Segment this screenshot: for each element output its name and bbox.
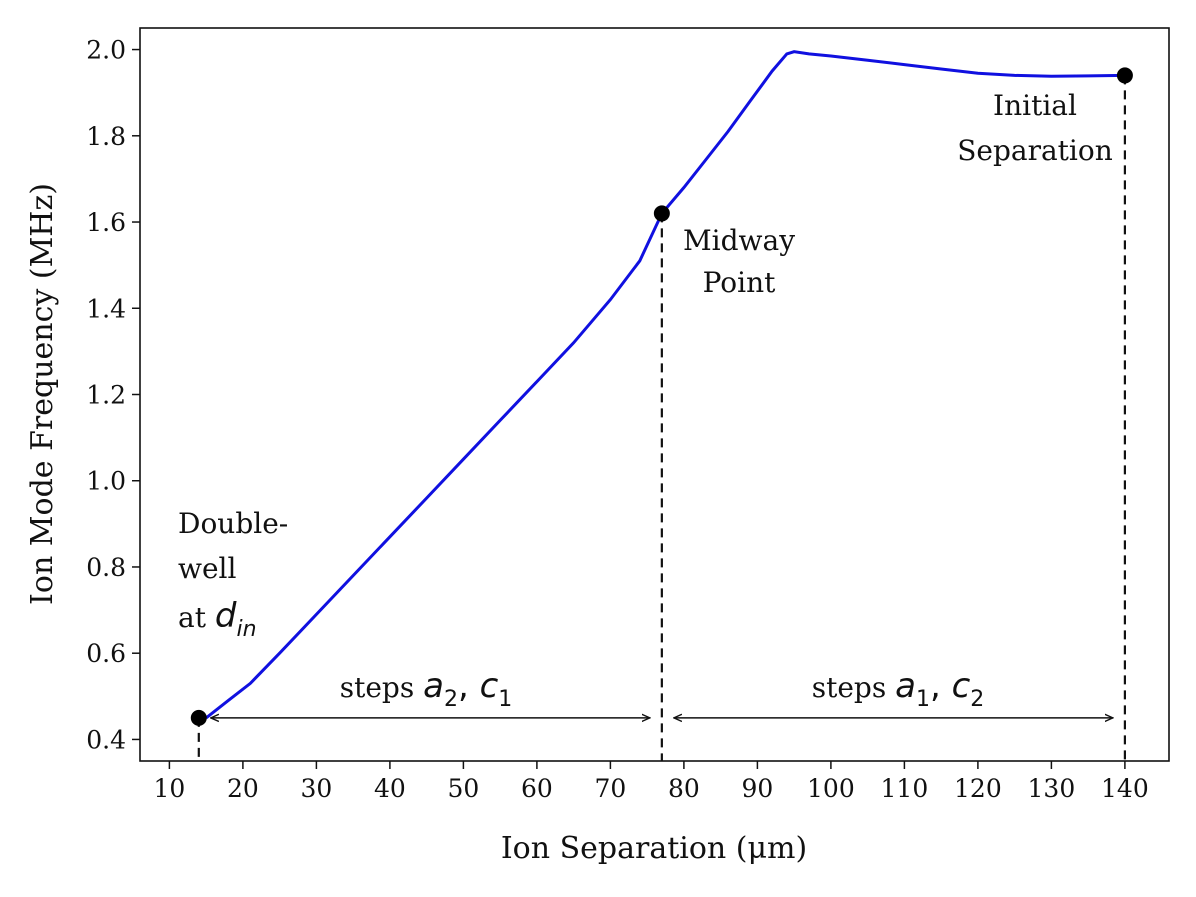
- x-axis: 10 20 30 40 50 60 70 80 90 100 110 120 130 140: [153, 761, 1149, 803]
- x-tick-label: 80: [668, 774, 700, 803]
- x-tick-label: 90: [741, 774, 773, 803]
- x-axis-label: Ion Separation (μm): [501, 831, 807, 866]
- x-tick-label: 100: [807, 774, 855, 803]
- y-axis: 0.4 0.6 0.8 1.0 1.2 1.4 1.6 1.8 2.0: [86, 36, 140, 754]
- x-tick-label: 70: [594, 774, 626, 803]
- x-tick-label: 120: [954, 774, 1002, 803]
- y-tick-label: 2.0: [86, 36, 126, 65]
- y-tick-label: 1.2: [86, 381, 126, 410]
- data-marker: [653, 205, 670, 222]
- annotation-steps-left: steps a2, c1: [340, 666, 513, 712]
- x-tick-label: 130: [1028, 774, 1076, 803]
- x-tick-label: 40: [374, 774, 406, 803]
- x-tick-label: 140: [1101, 774, 1149, 803]
- y-axis-label: Ion Mode Frequency (MHz): [25, 183, 60, 605]
- annotation-initial-line1: Initial: [993, 89, 1077, 122]
- annotation-steps-right: steps a1, c2: [812, 666, 985, 712]
- y-tick-label: 0.4: [86, 725, 126, 754]
- data-markers: [190, 67, 1133, 726]
- annotation-initial-line2: Separation: [957, 134, 1113, 167]
- frequency-curve: [205, 50, 1125, 720]
- x-tick-label: 20: [227, 774, 259, 803]
- x-tick-label: 50: [447, 774, 479, 803]
- annotation-double-well-line1: Double-: [178, 507, 288, 540]
- y-tick-label: 1.4: [86, 294, 126, 323]
- guide-lines: [197, 75, 1127, 761]
- x-tick-label: 10: [153, 774, 185, 803]
- data-marker: [1116, 67, 1133, 84]
- y-tick-label: 0.8: [86, 553, 126, 582]
- x-tick-label: 30: [300, 774, 332, 803]
- x-tick-label: 60: [521, 774, 553, 803]
- annotation-midway-line1: Midway: [683, 224, 795, 257]
- y-tick-label: 1.6: [86, 208, 126, 237]
- y-tick-label: 1.8: [86, 122, 126, 151]
- x-tick-label: 110: [881, 774, 929, 803]
- annotation-double-well-line2: well: [178, 552, 236, 585]
- y-tick-label: 0.6: [86, 639, 126, 668]
- y-tick-label: 1.0: [86, 467, 126, 496]
- annotation-double-well-line3: at din: [178, 596, 257, 642]
- data-marker: [190, 709, 207, 726]
- annotation-midway-line2: Point: [703, 266, 777, 299]
